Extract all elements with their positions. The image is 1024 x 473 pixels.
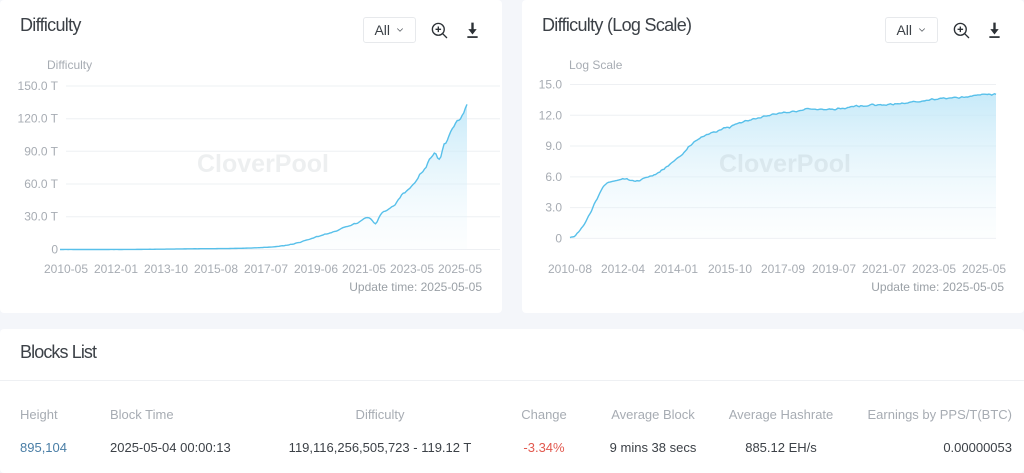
svg-text:120.0 T: 120.0 T bbox=[18, 112, 59, 126]
svg-text:3.0: 3.0 bbox=[545, 201, 562, 215]
svg-text:150.0 T: 150.0 T bbox=[18, 79, 59, 93]
svg-text:0: 0 bbox=[51, 243, 58, 257]
svg-text:60.0 T: 60.0 T bbox=[24, 177, 58, 191]
svg-text:90.0 T: 90.0 T bbox=[24, 144, 58, 158]
svg-text:0: 0 bbox=[555, 231, 562, 245]
svg-text:6.0: 6.0 bbox=[545, 170, 562, 184]
svg-text:9.0: 9.0 bbox=[545, 139, 562, 153]
svg-text:30.0 T: 30.0 T bbox=[24, 210, 58, 224]
svg-text:12.0: 12.0 bbox=[539, 108, 563, 122]
svg-text:15.0: 15.0 bbox=[539, 78, 563, 92]
